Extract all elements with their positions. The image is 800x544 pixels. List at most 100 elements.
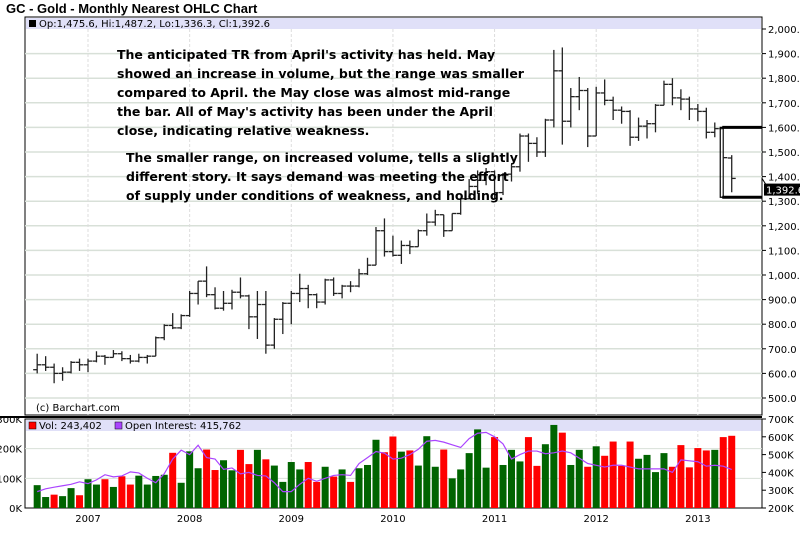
annotation-line: showed an increase in volume, but the ra… <box>117 66 525 81</box>
volume-legend-text: Vol: 243,402 <box>39 421 102 432</box>
volume-bar <box>92 484 100 508</box>
price-tick-label: 1,800.0 <box>768 74 800 85</box>
volume-bar <box>118 476 126 508</box>
ohlc-bar <box>414 229 423 248</box>
volume-bar <box>550 424 558 508</box>
ohlc-bar <box>583 88 592 148</box>
price-tick-label: 2,000.0 <box>768 25 800 36</box>
ohlc-bar <box>321 278 330 305</box>
volume-bar <box>618 465 626 508</box>
ohlc-bar <box>600 79 609 106</box>
ohlc-bar <box>643 120 652 139</box>
oi-tick-label: 700K <box>768 415 794 426</box>
volume-bar <box>296 469 304 508</box>
ohlc-bar <box>575 76 584 111</box>
oi-tick-label: 300K <box>768 486 794 497</box>
volume-bar <box>660 453 668 508</box>
volume-bar <box>601 455 609 508</box>
ohlc-bar <box>185 290 194 317</box>
volume-bar <box>719 437 727 508</box>
volume-bar <box>592 446 600 508</box>
ohlc-bar <box>363 257 372 275</box>
ohlc-bar <box>676 89 685 111</box>
volume-bar <box>270 465 278 508</box>
ohlc-bar <box>422 213 431 236</box>
ohlc-bar <box>371 227 380 266</box>
volume-bar <box>228 470 236 508</box>
ohlc-bar <box>253 290 262 339</box>
annotation-line: The anticipated TR from April's activity… <box>117 47 495 62</box>
price-tick-label: 900.0 <box>768 296 797 307</box>
volume-bar <box>694 448 702 508</box>
volume-bar <box>330 476 338 508</box>
volume-bar <box>448 478 456 508</box>
price-tick-label: 600.0 <box>768 369 797 380</box>
ohlc-bar <box>405 240 414 255</box>
ohlc-bar <box>202 266 211 298</box>
volume-bar <box>423 436 431 508</box>
volume-bar <box>677 445 685 508</box>
volume-bar <box>397 451 405 508</box>
volume-tick-label: 0K <box>9 504 22 515</box>
last-price-label: 1,392.6 <box>766 186 800 197</box>
volume-bar <box>211 470 219 508</box>
ohlc-bar <box>693 104 702 122</box>
oi-tick-label: 200K <box>768 504 794 515</box>
volume-bar <box>253 449 261 508</box>
volume-bar <box>194 468 202 508</box>
ohlc-bar <box>126 354 135 364</box>
volume-bar <box>499 464 507 508</box>
price-tick-label: 500.0 <box>768 394 797 405</box>
ohlc-bar <box>473 170 482 194</box>
volume-bar <box>160 474 168 508</box>
ohlc-bar <box>541 118 550 157</box>
ohlc-bar <box>287 290 296 325</box>
oi-tick-label: 400K <box>768 468 794 479</box>
volume-bar <box>313 481 321 508</box>
ohlc-bar <box>685 96 694 121</box>
volume-bar <box>524 437 532 508</box>
price-tick-label: 700.0 <box>768 345 797 356</box>
volume-bar <box>491 437 499 508</box>
ohlc-bar <box>33 353 42 374</box>
price-tick-label: 1,600.0 <box>768 123 800 134</box>
volume-bar <box>338 469 346 508</box>
volume-bar <box>169 452 177 508</box>
ohlc-bar <box>236 277 245 299</box>
ohlc-bar <box>634 117 643 141</box>
volume-bar <box>355 468 363 508</box>
volume-bar <box>643 454 651 508</box>
ohlc-bar <box>490 170 499 199</box>
ohlc-bar <box>380 218 389 257</box>
ohlc-bar <box>609 96 618 121</box>
volume-bar <box>389 436 397 508</box>
ohlc-bar <box>355 268 364 288</box>
ohlc-bar <box>134 353 143 363</box>
volume-bar <box>474 429 482 508</box>
ohlc-bar <box>431 209 440 226</box>
ohlc-bar <box>626 110 635 146</box>
ohlc-bar <box>151 336 160 357</box>
volume-bar <box>668 466 676 508</box>
ohlc-bar <box>727 155 736 193</box>
ohlc-bar <box>651 104 660 133</box>
x-tick-label: 2013 <box>685 514 710 525</box>
x-tick-label: 2012 <box>583 514 608 525</box>
ohlc-bar <box>143 354 152 364</box>
ohlc-bar <box>524 133 533 162</box>
ohlc-bar <box>261 290 270 354</box>
volume-bar <box>626 441 634 508</box>
volume-bar <box>220 460 228 508</box>
ohlc-bar <box>499 172 508 196</box>
price-tick-label: 1,900.0 <box>768 50 800 61</box>
volume-tick-label: 100K <box>0 474 22 485</box>
ohlc-bar <box>549 49 558 128</box>
volume-bar <box>440 449 448 508</box>
ohlc-bar <box>84 358 92 373</box>
ohlc-bar <box>92 351 101 363</box>
annotation-line: The smaller range, on increased volume, … <box>126 150 518 165</box>
volume-bar <box>177 482 185 508</box>
chart-title: GC - Gold - Monthly Nearest OHLC Chart <box>6 1 258 16</box>
x-tick-label: 2007 <box>75 514 100 525</box>
